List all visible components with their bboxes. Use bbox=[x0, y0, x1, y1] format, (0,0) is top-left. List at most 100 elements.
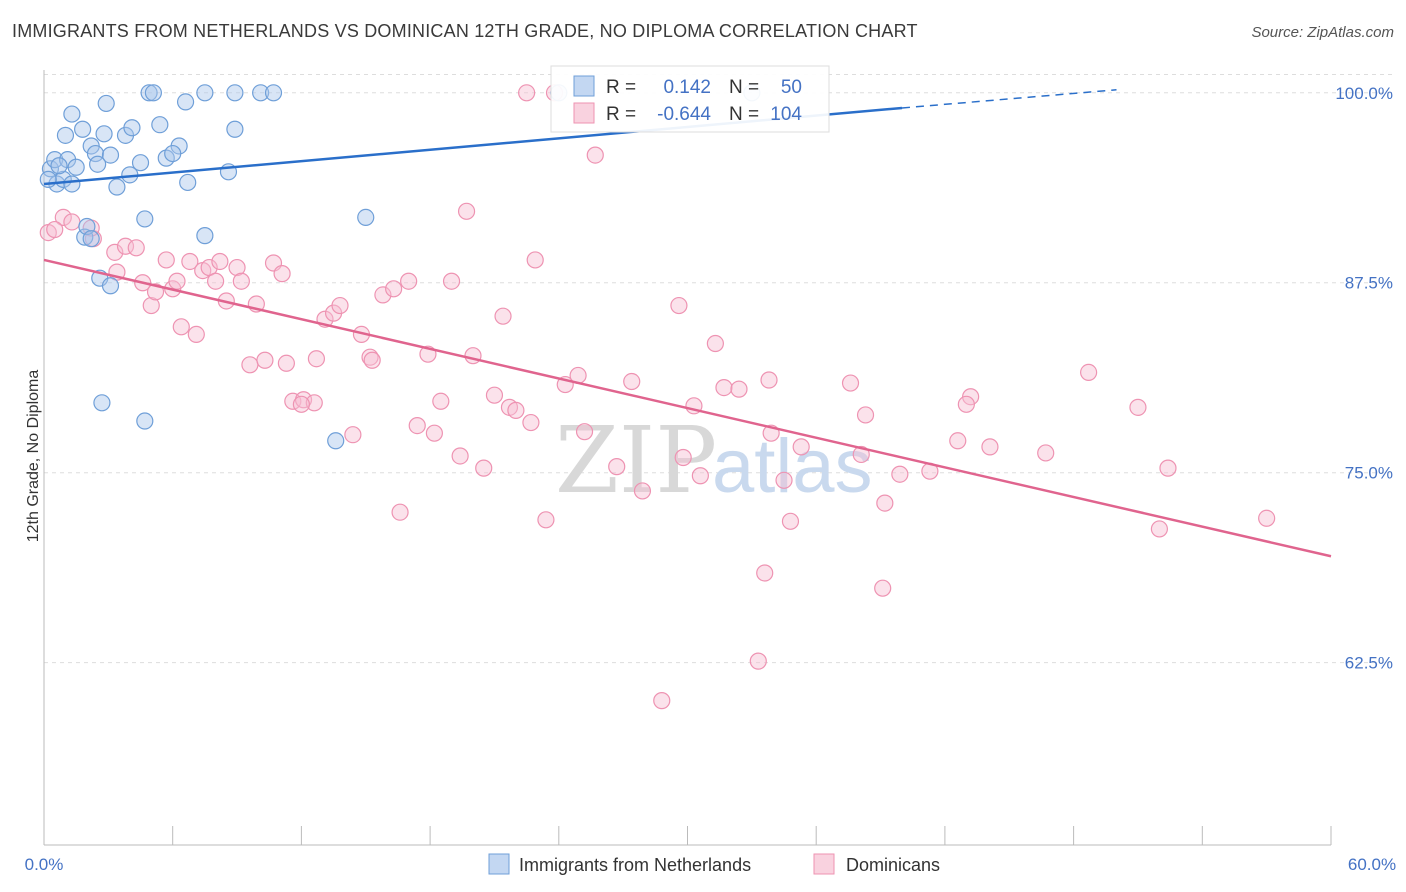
netherlands-point bbox=[108, 178, 126, 196]
dominicans-point bbox=[670, 296, 688, 315]
netherlands-point bbox=[97, 94, 115, 113]
netherlands-point bbox=[151, 116, 169, 134]
netherlands-points bbox=[39, 84, 761, 450]
legend-swatch-netherlands[interactable] bbox=[488, 853, 510, 875]
legend-label-netherlands[interactable]: Immigrants from Netherlands bbox=[519, 855, 751, 875]
y-tick-labels: 62.5% 75.0% 87.5% 100.0% bbox=[1335, 84, 1393, 673]
y-tick-label: 100.0% bbox=[1335, 84, 1393, 103]
dominicans-point bbox=[207, 272, 225, 290]
dominicans-point bbox=[507, 401, 525, 419]
dominicans-point bbox=[168, 272, 186, 290]
netherlands-point bbox=[123, 119, 141, 137]
dominicans-point bbox=[1159, 459, 1177, 477]
x-axis-ticks bbox=[172, 826, 1332, 845]
dominicans-point bbox=[841, 374, 860, 392]
netherlands-point bbox=[264, 84, 283, 102]
dominicans-point bbox=[575, 423, 594, 441]
netherlands-point bbox=[357, 208, 375, 227]
netherlands-point bbox=[56, 126, 75, 144]
stats-r-label-dominicans: R = bbox=[606, 104, 636, 125]
dominicans-point bbox=[623, 372, 641, 391]
dominicans-point bbox=[181, 252, 199, 271]
stats-n-value-dominicans: 104 bbox=[770, 104, 802, 125]
netherlands-point bbox=[176, 93, 195, 111]
dominicans-point bbox=[157, 251, 175, 269]
dominicans-point bbox=[874, 579, 892, 597]
dominicans-point bbox=[518, 84, 536, 102]
dominicans-point bbox=[457, 202, 476, 220]
netherlands-point bbox=[252, 84, 270, 102]
netherlands-point bbox=[63, 175, 81, 193]
dominicans-point bbox=[307, 350, 326, 368]
legend: Immigrants from Netherlands Dominicans bbox=[488, 853, 940, 875]
dominicans-point bbox=[116, 237, 135, 255]
dominicans-point bbox=[256, 351, 274, 369]
dominicans-point bbox=[106, 243, 124, 261]
dominicans-point bbox=[494, 307, 512, 325]
dominicans-point bbox=[775, 471, 793, 489]
stats-r-value-netherlands: 0.142 bbox=[663, 77, 711, 98]
x-tick-label-max: 60.0% bbox=[1348, 855, 1396, 874]
netherlands-point bbox=[82, 230, 100, 248]
dominicans-point bbox=[391, 503, 409, 521]
dominicans-point bbox=[241, 356, 259, 374]
dominicans-point bbox=[485, 386, 504, 404]
dominicans-point bbox=[674, 448, 692, 467]
stats-r-label-netherlands: R = bbox=[606, 77, 636, 98]
dominicans-point bbox=[1129, 398, 1147, 416]
netherlands-point bbox=[136, 412, 154, 430]
netherlands-point bbox=[50, 157, 68, 175]
dominicans-point bbox=[63, 213, 81, 231]
stats-box-frame bbox=[550, 65, 830, 133]
stats-n-label-netherlands: N = bbox=[729, 77, 759, 98]
dominicans-point bbox=[526, 251, 544, 269]
dominicans-point bbox=[949, 432, 967, 450]
netherlands-point bbox=[140, 84, 158, 102]
dominicans-point bbox=[54, 208, 72, 227]
netherlands-point bbox=[101, 146, 120, 164]
dominicans-point bbox=[232, 272, 250, 290]
dominicans-point bbox=[425, 424, 443, 442]
netherlands-point bbox=[63, 105, 81, 123]
netherlands-point bbox=[101, 277, 120, 295]
netherlands-point bbox=[89, 155, 107, 173]
dominicans-point bbox=[730, 380, 748, 398]
dominicans-trend-line bbox=[43, 258, 1332, 558]
netherlands-point bbox=[196, 227, 214, 245]
legend-label-dominicans[interactable]: Dominicans bbox=[846, 855, 940, 875]
netherlands-point bbox=[131, 154, 150, 172]
netherlands-point bbox=[93, 394, 111, 412]
netherlands-point bbox=[327, 432, 345, 450]
legend-swatch-dominicans[interactable] bbox=[813, 853, 835, 875]
dominicans-point bbox=[756, 564, 774, 582]
dominicans-point bbox=[760, 371, 778, 389]
dominicans-point bbox=[586, 146, 604, 164]
y-tick-label: 62.5% bbox=[1345, 654, 1393, 673]
dominicans-point bbox=[400, 272, 418, 290]
dominicans-point bbox=[172, 318, 190, 336]
netherlands-point bbox=[144, 84, 162, 102]
dominicans-point bbox=[277, 354, 295, 372]
dominicans-point bbox=[228, 258, 246, 277]
stats-n-label-dominicans: N = bbox=[729, 104, 759, 125]
dominicans-point bbox=[374, 286, 392, 304]
dominicans-point bbox=[522, 413, 540, 432]
netherlands-point bbox=[196, 84, 214, 102]
dominicans-point bbox=[432, 392, 450, 410]
dominicans-point bbox=[408, 416, 426, 435]
chart-title: IMMIGRANTS FROM NETHERLANDS VS DOMINICAN… bbox=[12, 21, 918, 41]
netherlands-point bbox=[76, 228, 94, 246]
netherlands-point bbox=[39, 170, 57, 189]
dominicans-point bbox=[781, 512, 800, 530]
dominicans-point bbox=[856, 406, 875, 424]
source-label: Source: ZipAtlas.com bbox=[1251, 24, 1394, 41]
dominicans-point bbox=[475, 459, 493, 477]
y-tick-label: 87.5% bbox=[1345, 274, 1393, 293]
dominicans-point bbox=[633, 482, 652, 500]
netherlands-point bbox=[179, 173, 197, 192]
dominicans-point bbox=[1258, 509, 1276, 527]
y-tick-label: 75.0% bbox=[1345, 464, 1393, 483]
dominicans-point bbox=[706, 334, 724, 353]
dominicans-point bbox=[46, 220, 64, 239]
